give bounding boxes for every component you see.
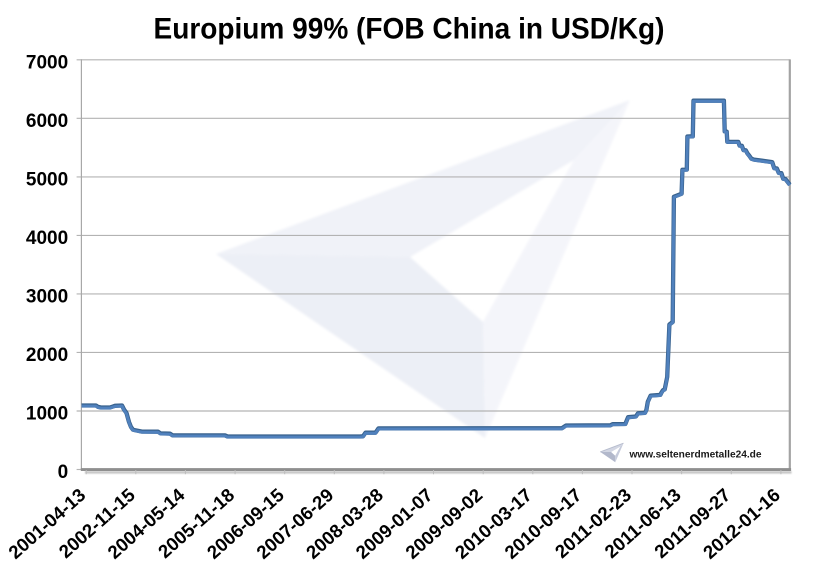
svg-text:7000: 7000: [26, 52, 68, 73]
svg-text:4000: 4000: [26, 228, 68, 249]
svg-text:www.seltenerdmetalle24.de: www.seltenerdmetalle24.de: [628, 449, 761, 460]
svg-text:1000: 1000: [26, 404, 68, 425]
svg-text:Europium 99% (FOB China in USD: Europium 99% (FOB China in USD/Kg): [154, 13, 665, 46]
svg-text:3000: 3000: [26, 286, 68, 307]
svg-text:2000: 2000: [26, 345, 68, 366]
svg-text:5000: 5000: [26, 169, 68, 190]
svg-text:0: 0: [58, 462, 69, 483]
svg-text:6000: 6000: [26, 111, 68, 132]
